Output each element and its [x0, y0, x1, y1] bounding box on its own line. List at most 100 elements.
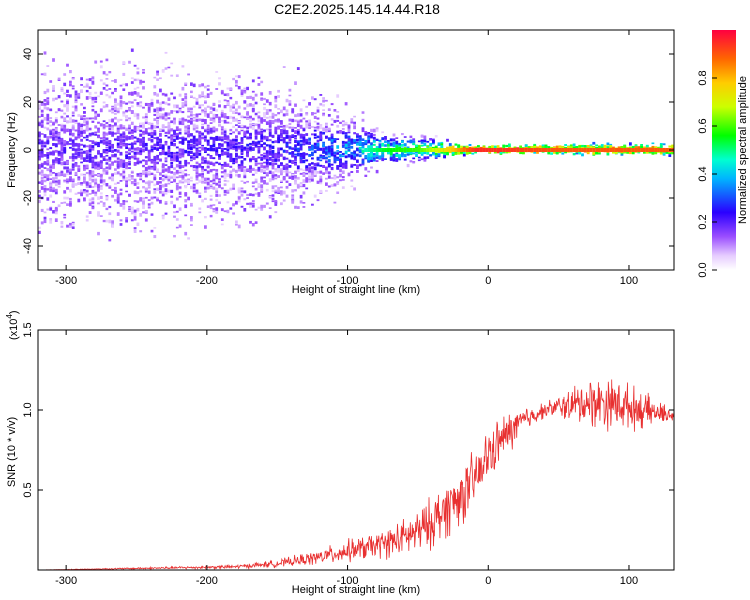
spectrogram-cell	[133, 78, 137, 82]
spectrogram-cell	[91, 157, 95, 160]
spectrogram-cell	[108, 176, 112, 180]
spectrogram-cell	[114, 186, 117, 190]
spectrogram-cell	[147, 186, 151, 189]
spectrogram-cell	[156, 196, 159, 200]
spectrogram-ridge-cell	[659, 148, 663, 152]
spectrogram-cell	[144, 161, 148, 165]
spectrogram-cell	[136, 126, 140, 128]
spectrogram-cell	[209, 130, 213, 132]
spectrogram-cell	[412, 142, 416, 146]
spectrogram-cell	[125, 183, 128, 188]
spectrogram-cell	[223, 119, 227, 124]
spectrogram-cell	[263, 204, 266, 208]
spectrogram-cell	[378, 140, 382, 143]
spectrogram-cell	[136, 147, 140, 151]
spectrogram-cell	[195, 189, 199, 193]
spectrogram-cell	[195, 175, 199, 178]
spectrogram-cell	[192, 138, 196, 142]
spectrogram-cell	[80, 103, 83, 106]
spectrogram-cell	[116, 110, 120, 113]
spectrogram-cell	[263, 172, 266, 174]
spectrogram-cell	[347, 128, 351, 131]
spectrogram-cell	[66, 89, 69, 93]
spectrogram-cell	[305, 168, 309, 171]
spectrogram-cell	[38, 164, 41, 168]
spectrogram-cell	[192, 124, 196, 128]
spectrogram-cell	[212, 208, 216, 210]
spectrogram-cell	[164, 160, 168, 163]
spectrogram-cell	[313, 112, 317, 115]
spectrogram-cell	[246, 130, 249, 134]
spectrogram-cell	[201, 166, 204, 169]
spectrogram-ridge-cell	[600, 148, 604, 152]
spectrogram-cell	[361, 149, 365, 153]
spectrogram-cell	[54, 211, 58, 215]
spectrogram-cell	[288, 176, 292, 179]
spectrogram-cell	[265, 155, 269, 160]
spectrogram-cell	[341, 140, 345, 144]
spectrogram-cell	[178, 141, 182, 144]
spectrogram-ridge-cell	[612, 148, 615, 152]
spectrogram-cell	[108, 159, 112, 162]
spectrogram-cell	[49, 188, 53, 192]
spectrogram-cell	[299, 157, 303, 160]
spectrogram-cell	[209, 186, 213, 189]
spectrogram-cell	[85, 82, 89, 86]
spectrogram-cell	[251, 108, 255, 113]
spectrogram-cell	[144, 147, 148, 151]
spectrogram-cell	[218, 116, 221, 121]
spectrogram-cell	[105, 122, 109, 125]
spectrogram-cell	[49, 80, 53, 83]
spectrogram-cell	[265, 153, 269, 157]
spectrogram-cell	[164, 201, 168, 204]
spectrogram-cell	[181, 154, 185, 158]
spectrogram-cell	[299, 113, 303, 117]
spectrogram-cell	[254, 130, 258, 134]
spectrogram-cell	[246, 86, 249, 91]
spectrogram-cell	[251, 168, 255, 171]
spectrogram-cell	[206, 142, 210, 146]
spectrogram-ridge-cell	[603, 148, 607, 152]
spectrogram-cell	[229, 187, 233, 191]
spectrogram-cell	[198, 134, 202, 139]
spectrogram-cell	[175, 110, 179, 114]
spectrogram-cell	[319, 124, 323, 127]
spectrogram-cell	[237, 224, 241, 229]
spectrogram-cell	[43, 106, 47, 110]
spectrogram-cell	[575, 146, 579, 150]
spectrogram-cell	[85, 181, 89, 186]
spectrogram-cell	[71, 114, 75, 117]
spectrogram-cell	[181, 104, 185, 108]
spectrogram-cell	[254, 171, 258, 174]
spectrogram-cell	[57, 172, 61, 176]
spectrogram-cell	[322, 97, 325, 99]
spectrogram-cell	[173, 215, 176, 218]
spectrogram-cell	[240, 115, 244, 119]
spectrogram-cell	[102, 82, 106, 85]
spectrogram-cell	[144, 166, 148, 170]
spectrogram-cell	[147, 122, 151, 126]
spectrogram-cell	[139, 150, 143, 153]
spectrogram-cell	[493, 145, 497, 149]
spectrogram-cell	[153, 178, 157, 181]
spectrogram-cell	[420, 151, 424, 154]
spectrogram-cell	[336, 130, 340, 134]
spectrogram-cell	[170, 152, 174, 154]
spectrogram-cell	[147, 127, 151, 130]
spectrogram-cell	[116, 212, 120, 216]
spectrogram-cell	[370, 142, 373, 146]
spectrogram-cell	[603, 144, 607, 149]
spectrogram-cell	[167, 189, 171, 193]
spectrogram-cell	[63, 104, 67, 108]
spectrogram-cell	[387, 140, 390, 142]
spectrogram-cell	[111, 108, 114, 111]
spectrogram-cell	[288, 103, 292, 106]
spectrogram-cell	[614, 151, 618, 155]
spectrogram-cell	[69, 156, 72, 159]
spectrogram-cell	[144, 190, 148, 193]
spectrogram-ridge-cell	[533, 148, 537, 152]
spectrogram-cell	[274, 168, 278, 173]
spectrogram-cell	[432, 146, 435, 149]
spectrogram-cell	[38, 132, 41, 135]
spectrogram-cell	[417, 140, 421, 143]
